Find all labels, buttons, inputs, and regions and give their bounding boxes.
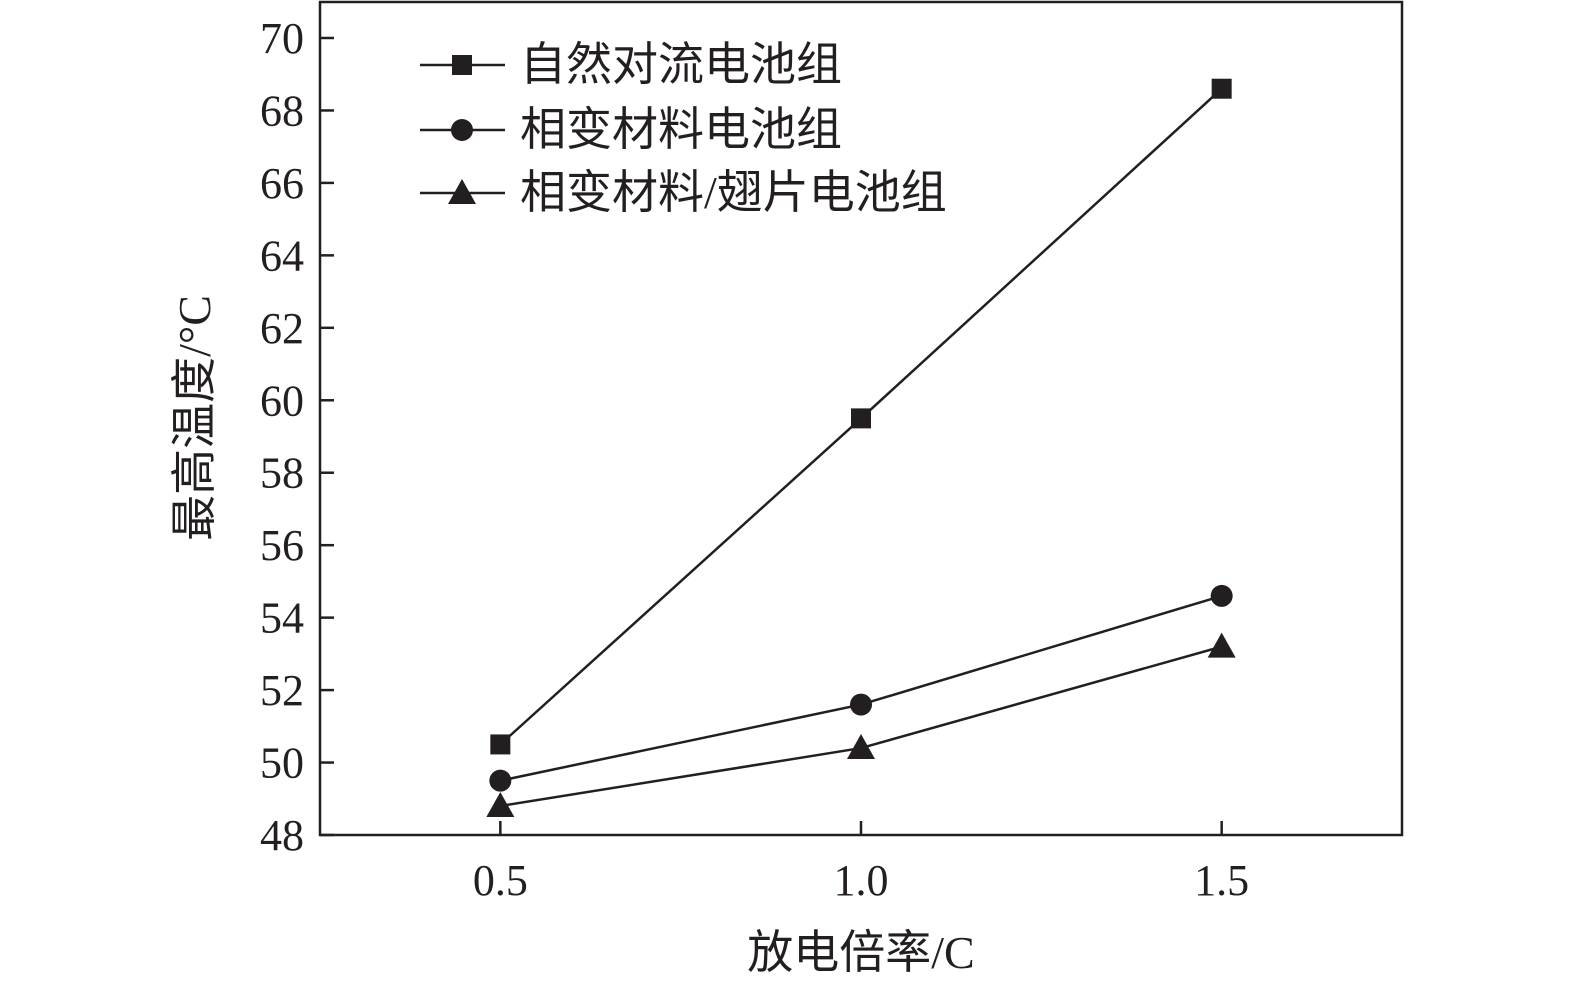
y-tick-label: 62 [260, 304, 304, 353]
x-tick-label: 1.5 [1194, 856, 1249, 905]
y-tick-label: 70 [260, 14, 304, 63]
y-tick-label: 50 [260, 739, 304, 788]
y-tick-label: 68 [260, 86, 304, 135]
data-point-circle [1210, 584, 1233, 607]
data-point-triangle [847, 734, 875, 760]
legend-label: 相变材料电池组 [520, 104, 842, 155]
y-tick-label: 48 [260, 811, 304, 860]
series-circle [489, 584, 1233, 792]
legend-marker-square [452, 55, 472, 75]
x-axis-title: 放电倍率/C [747, 927, 974, 978]
y-axis: 48 50 52 54 56 58 60 62 64 66 68 70 [260, 14, 334, 860]
y-tick-label: 52 [260, 666, 304, 715]
y-tick-label: 64 [260, 231, 304, 280]
data-point-square [1211, 78, 1232, 99]
data-point-circle [489, 769, 512, 792]
y-tick-label: 58 [260, 449, 304, 498]
legend-item: 相变材料/翅片电池组 [420, 167, 947, 218]
x-tick-label: 1.0 [834, 856, 889, 905]
legend-label: 自然对流电池组 [520, 39, 842, 90]
y-tick-label: 66 [260, 159, 304, 208]
data-point-triangle [1207, 632, 1236, 658]
series-square [490, 78, 1232, 755]
y-axis-title: 最高温度/°C [169, 295, 220, 541]
data-point-square [851, 408, 871, 429]
data-point-square [490, 734, 511, 755]
series-line [500, 645, 1223, 808]
legend-item: 相变材料电池组 [420, 104, 842, 155]
y-tick-label: 56 [260, 521, 304, 570]
series-layer [486, 78, 1236, 818]
y-tick-label: 54 [260, 594, 304, 643]
legend-marker-circle [451, 119, 473, 141]
data-point-triangle [486, 792, 515, 818]
y-tick-label: 60 [260, 376, 304, 425]
legend-item: 自然对流电池组 [420, 39, 842, 90]
legend-marker-triangle [448, 179, 476, 204]
legend-label: 相变材料/翅片电池组 [520, 167, 947, 218]
x-tick-label: 0.5 [473, 856, 528, 905]
data-point-circle [850, 693, 872, 716]
x-axis: 0.5 1.0 1.5 [473, 821, 1249, 905]
series-triangle [486, 632, 1236, 818]
